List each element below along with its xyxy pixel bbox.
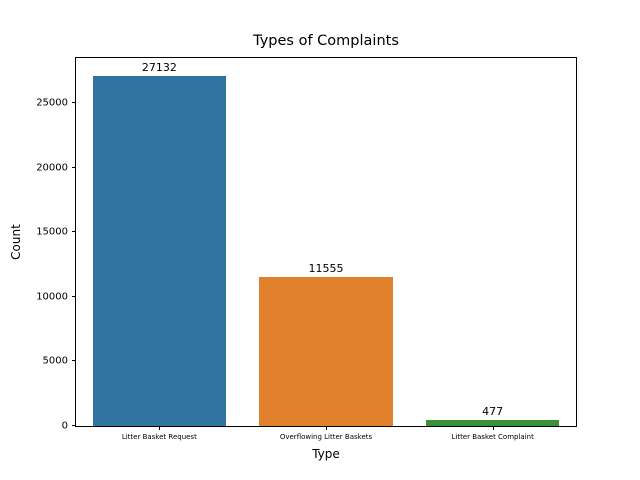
y-tick-label: 15000 xyxy=(36,226,68,238)
y-tick-label: 5000 xyxy=(42,355,68,367)
bar-value-label: 477 xyxy=(482,404,504,418)
x-tick-mark xyxy=(159,426,161,430)
y-tick-mark xyxy=(72,102,76,104)
x-tick-mark xyxy=(492,426,494,430)
y-tick-mark xyxy=(72,231,76,233)
x-tick-label: Litter Basket Request xyxy=(121,433,197,441)
plot-area: 27132 Litter Basket Request 11555 Overflowi… xyxy=(36,57,577,441)
y-tick-label: 20000 xyxy=(36,162,68,174)
x-tick-label: Litter Basket Complaint xyxy=(451,433,534,441)
y-tick-mark xyxy=(72,295,76,297)
x-tick-label: Overflowing Litter Baskets xyxy=(279,433,373,441)
bar xyxy=(259,276,393,426)
bar xyxy=(426,419,560,426)
y-tick-label: 25000 xyxy=(36,97,68,109)
y-tick-mark xyxy=(72,360,76,362)
bar-value-label: 11555 xyxy=(308,261,344,275)
y-tick-label: 0 xyxy=(61,420,68,432)
bar-value-label: 27132 xyxy=(141,60,177,74)
y-tick-mark xyxy=(72,425,76,426)
bar xyxy=(92,75,226,426)
y-tick-label: 10000 xyxy=(36,291,68,303)
x-tick-mark xyxy=(326,426,327,430)
x-axis-label: Type xyxy=(312,447,340,461)
y-axis-label: Count xyxy=(9,224,23,260)
chart-title: Types of Complaints xyxy=(253,33,399,49)
y-tick-mark xyxy=(72,166,76,168)
